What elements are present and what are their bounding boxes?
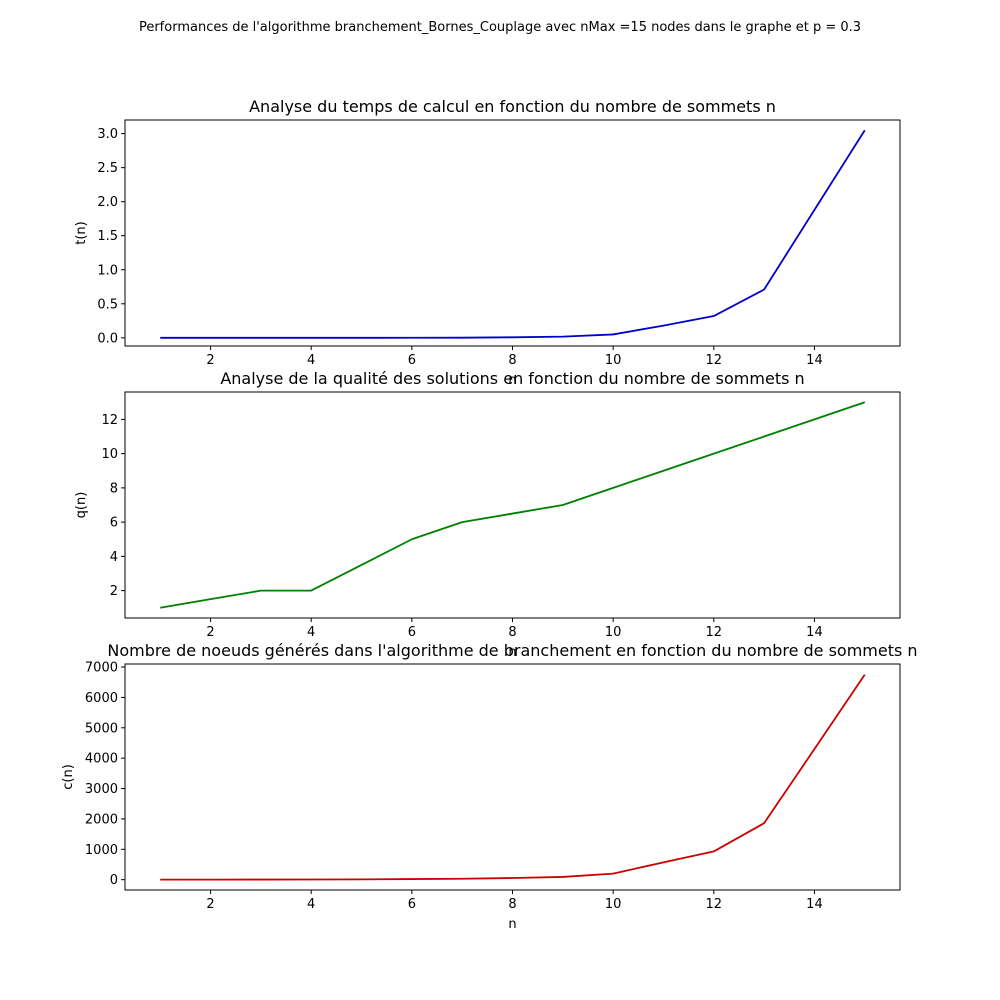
x-tick-label: 2 bbox=[206, 897, 214, 912]
y-tick-label: 10 bbox=[101, 447, 118, 462]
x-tick-label: 10 bbox=[605, 897, 622, 912]
x-axis-label: n bbox=[508, 373, 516, 388]
y-tick-label: 1.5 bbox=[97, 229, 118, 244]
y-tick-label: 2.5 bbox=[97, 161, 118, 176]
y-tick-label: 3.0 bbox=[97, 127, 118, 142]
x-tick-label: 4 bbox=[307, 625, 315, 640]
x-tick-label: 6 bbox=[408, 897, 416, 912]
y-tick-label: 2000 bbox=[85, 812, 118, 827]
subplot-title: Nombre de noeuds générés dans l'algorith… bbox=[107, 641, 917, 660]
y-tick-label: 8 bbox=[110, 481, 118, 496]
y-tick-label: 0.5 bbox=[97, 297, 118, 312]
series-line bbox=[160, 401, 866, 609]
x-tick-label: 8 bbox=[508, 353, 516, 368]
subplots: Analyse du temps de calcul en fonction d… bbox=[61, 97, 918, 932]
subplot-title: Analyse du temps de calcul en fonction d… bbox=[249, 97, 776, 116]
x-tick-label: 8 bbox=[508, 897, 516, 912]
x-tick-label: 4 bbox=[307, 353, 315, 368]
subplot-2: Analyse de la qualité des solutions en f… bbox=[74, 369, 901, 660]
x-tick-label: 8 bbox=[508, 625, 516, 640]
y-tick-label: 0 bbox=[110, 873, 118, 888]
x-tick-label: 12 bbox=[706, 353, 723, 368]
y-tick-label: 5000 bbox=[85, 721, 118, 736]
x-tick-label: 4 bbox=[307, 897, 315, 912]
y-tick-label: 12 bbox=[101, 413, 118, 428]
series-line bbox=[160, 129, 866, 339]
axes-frame bbox=[124, 119, 901, 347]
x-tick-label: 12 bbox=[706, 897, 723, 912]
y-tick-label: 6 bbox=[110, 516, 118, 531]
y-tick-label: 2.0 bbox=[97, 195, 118, 210]
x-tick-label: 2 bbox=[206, 625, 214, 640]
subplot-3: Nombre de noeuds générés dans l'algorith… bbox=[61, 641, 918, 932]
y-axis-label: t(n) bbox=[74, 221, 89, 244]
series-line bbox=[160, 674, 866, 881]
y-tick-label: 2 bbox=[110, 584, 118, 599]
x-tick-label: 14 bbox=[806, 897, 823, 912]
x-axis-label: n bbox=[508, 917, 516, 932]
x-tick-label: 10 bbox=[605, 353, 622, 368]
figure-suptitle: Performances de l'algorithme branchement… bbox=[139, 20, 861, 35]
y-tick-label: 3000 bbox=[85, 782, 118, 797]
y-tick-label: 1.0 bbox=[97, 263, 118, 278]
subplot-title: Analyse de la qualité des solutions en f… bbox=[220, 369, 804, 388]
axes-frame bbox=[124, 391, 901, 619]
subplot-1: Analyse du temps de calcul en fonction d… bbox=[74, 97, 901, 388]
y-axis-label: q(n) bbox=[74, 492, 89, 519]
axes-frame bbox=[124, 663, 901, 891]
x-tick-label: 6 bbox=[408, 353, 416, 368]
x-tick-label: 14 bbox=[806, 625, 823, 640]
y-tick-label: 6000 bbox=[85, 691, 118, 706]
x-tick-label: 14 bbox=[806, 353, 823, 368]
y-axis-label: c(n) bbox=[61, 764, 76, 790]
x-tick-label: 2 bbox=[206, 353, 214, 368]
y-tick-label: 4 bbox=[110, 550, 118, 565]
x-tick-label: 12 bbox=[706, 625, 723, 640]
x-axis-label: n bbox=[508, 645, 516, 660]
x-tick-label: 10 bbox=[605, 625, 622, 640]
y-tick-label: 1000 bbox=[85, 843, 118, 858]
y-tick-label: 0.0 bbox=[97, 331, 118, 346]
y-tick-label: 7000 bbox=[85, 661, 118, 676]
x-tick-label: 6 bbox=[408, 625, 416, 640]
y-tick-label: 4000 bbox=[85, 752, 118, 767]
